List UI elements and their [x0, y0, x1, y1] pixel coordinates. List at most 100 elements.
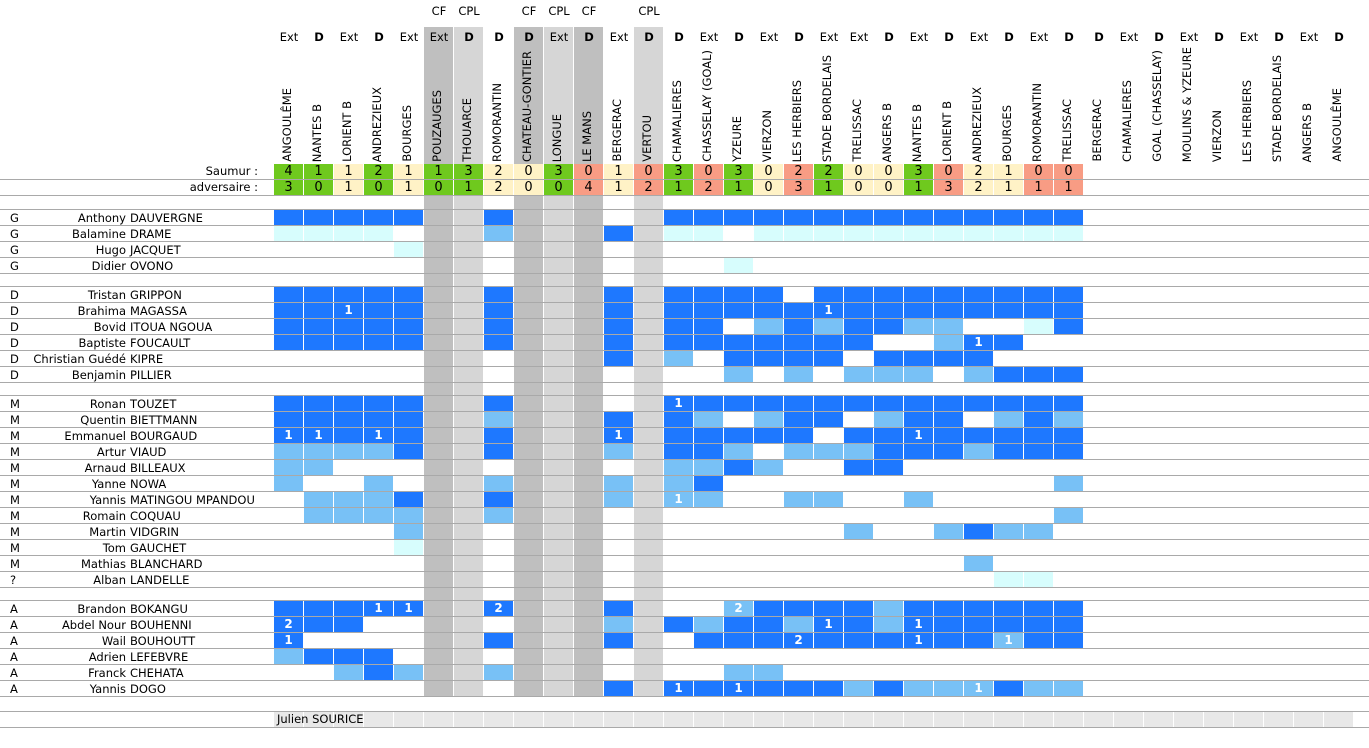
appearance-cell[interactable] — [724, 351, 753, 366]
opponent-header[interactable]: NANTES B — [904, 47, 934, 162]
appearance-cell[interactable] — [904, 303, 933, 318]
player-row[interactable]: M Emmanuel BOURGAUD 1 1 1 1 1 — [0, 428, 1369, 444]
appearance-cell[interactable] — [364, 319, 393, 334]
appearance-cell[interactable] — [784, 617, 813, 632]
appearance-cell[interactable] — [724, 460, 753, 475]
appearance-cell[interactable] — [994, 444, 1023, 459]
appearance-cell[interactable] — [604, 601, 633, 616]
appearance-cell[interactable] — [874, 681, 903, 696]
appearance-cell[interactable] — [1054, 412, 1083, 427]
appearance-cell[interactable] — [484, 633, 513, 648]
opponent-header[interactable]: NANTES B — [304, 47, 334, 162]
appearance-cell[interactable] — [814, 351, 843, 366]
player-row[interactable]: M Yannis MATINGOU MPANDOU 1 — [0, 492, 1369, 508]
appearance-cell[interactable]: 1 — [394, 601, 423, 616]
appearance-cell[interactable] — [874, 367, 903, 382]
appearance-cell[interactable] — [934, 319, 963, 334]
opponent-header[interactable]: YZEURE — [724, 47, 754, 162]
appearance-cell[interactable] — [484, 428, 513, 443]
appearance-cell[interactable] — [724, 428, 753, 443]
opponent-header[interactable]: BOURGES — [394, 47, 424, 162]
appearance-cell[interactable] — [484, 303, 513, 318]
appearance-cell[interactable] — [724, 367, 753, 382]
appearance-cell[interactable] — [994, 367, 1023, 382]
opponent-header[interactable]: ANGERS B — [1294, 47, 1324, 162]
appearance-cell[interactable] — [334, 396, 363, 411]
appearance-cell[interactable]: 1 — [334, 303, 363, 318]
appearance-cell[interactable]: 2 — [274, 617, 303, 632]
appearance-cell[interactable] — [304, 303, 333, 318]
appearance-cell[interactable] — [1024, 287, 1053, 302]
appearance-cell[interactable] — [1054, 508, 1083, 523]
appearance-cell[interactable] — [1024, 428, 1053, 443]
appearance-cell[interactable] — [904, 287, 933, 302]
appearance-cell[interactable] — [754, 412, 783, 427]
appearance-cell[interactable] — [964, 396, 993, 411]
appearance-cell[interactable] — [814, 210, 843, 225]
appearance-cell[interactable] — [844, 367, 873, 382]
appearance-cell[interactable] — [364, 210, 393, 225]
appearance-cell[interactable] — [394, 242, 423, 257]
player-row[interactable]: M Martin VIDGRIN — [0, 524, 1369, 540]
appearance-cell[interactable] — [964, 226, 993, 241]
appearance-cell[interactable] — [364, 287, 393, 302]
appearance-cell[interactable]: 2 — [484, 601, 513, 616]
appearance-cell[interactable] — [664, 319, 693, 334]
appearance-cell[interactable]: 2 — [724, 601, 753, 616]
appearance-cell[interactable] — [664, 412, 693, 427]
appearance-cell[interactable] — [604, 476, 633, 491]
appearance-cell[interactable] — [334, 412, 363, 427]
appearance-cell[interactable] — [784, 351, 813, 366]
appearance-cell[interactable] — [1024, 601, 1053, 616]
player-row[interactable]: A Brandon BOKANGU 1 1 2 2 — [0, 601, 1369, 617]
appearance-cell[interactable] — [814, 601, 843, 616]
player-row[interactable]: D Tristan GRIPPON — [0, 287, 1369, 303]
opponent-header[interactable]: LE MANS — [574, 47, 604, 162]
appearance-cell[interactable] — [304, 335, 333, 350]
appearance-cell[interactable] — [664, 476, 693, 491]
appearance-cell[interactable] — [934, 633, 963, 648]
appearance-cell[interactable] — [934, 428, 963, 443]
appearance-cell[interactable] — [1054, 476, 1083, 491]
appearance-cell[interactable] — [1024, 396, 1053, 411]
appearance-cell[interactable] — [274, 396, 303, 411]
appearance-cell[interactable] — [754, 428, 783, 443]
appearance-cell[interactable] — [334, 492, 363, 507]
appearance-cell[interactable] — [694, 633, 723, 648]
appearance-cell[interactable] — [724, 444, 753, 459]
appearance-cell[interactable] — [394, 508, 423, 523]
appearance-cell[interactable] — [364, 303, 393, 318]
appearance-cell[interactable] — [1024, 303, 1053, 318]
appearance-cell[interactable] — [754, 396, 783, 411]
player-row[interactable]: M Romain COQUAU — [0, 508, 1369, 524]
appearance-cell[interactable] — [1024, 226, 1053, 241]
appearance-cell[interactable] — [274, 460, 303, 475]
appearance-cell[interactable] — [724, 258, 753, 273]
appearance-cell[interactable] — [934, 601, 963, 616]
opponent-header[interactable]: ANGOULÊME — [274, 47, 304, 162]
appearance-cell[interactable] — [814, 319, 843, 334]
appearance-cell[interactable] — [784, 226, 813, 241]
appearance-cell[interactable] — [304, 601, 333, 616]
appearance-cell[interactable] — [274, 210, 303, 225]
appearance-cell[interactable] — [1054, 444, 1083, 459]
opponent-header[interactable]: LORIENT B — [934, 47, 964, 162]
opponent-header[interactable]: BERGERAC — [604, 47, 634, 162]
player-row[interactable]: D Benjamin PILLIER — [0, 367, 1369, 383]
appearance-cell[interactable] — [724, 665, 753, 680]
appearance-cell[interactable] — [274, 412, 303, 427]
opponent-header[interactable]: ANDREZIEUX — [364, 47, 394, 162]
appearance-cell[interactable]: 1 — [964, 335, 993, 350]
appearance-cell[interactable] — [1054, 226, 1083, 241]
appearance-cell[interactable] — [364, 396, 393, 411]
opponent-header[interactable]: STADE BORDELAIS — [814, 47, 844, 162]
appearance-cell[interactable] — [664, 287, 693, 302]
appearance-cell[interactable] — [484, 476, 513, 491]
appearance-cell[interactable] — [844, 633, 873, 648]
appearance-cell[interactable] — [904, 367, 933, 382]
appearance-cell[interactable] — [964, 351, 993, 366]
appearance-cell[interactable] — [304, 287, 333, 302]
appearance-cell[interactable] — [334, 226, 363, 241]
appearance-cell[interactable] — [304, 460, 333, 475]
appearance-cell[interactable] — [664, 335, 693, 350]
